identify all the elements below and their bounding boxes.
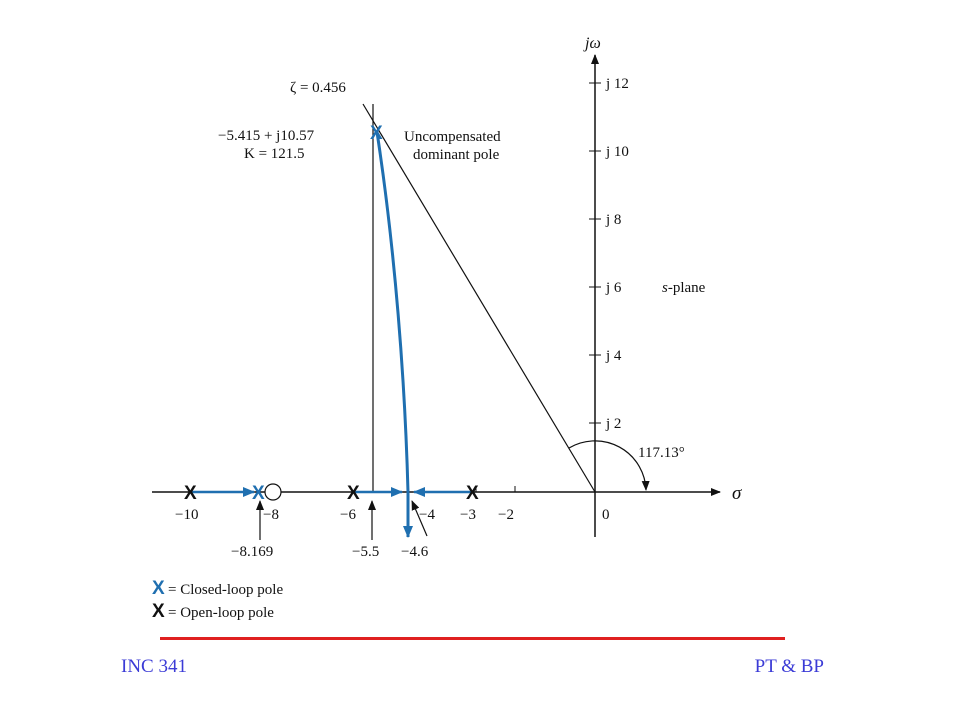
- zeta-line: [362, 103, 596, 493]
- real-tick-label: −2: [498, 507, 514, 523]
- legend: X = Closed-loop pole X = Open-loop pole: [152, 578, 283, 622]
- imag-tick-label: j 6: [605, 280, 622, 296]
- imag-tick-label: j 12: [605, 76, 629, 92]
- real-tick-label: −8: [263, 507, 279, 523]
- real-tick-label: −4: [419, 507, 435, 523]
- imag-tick-label: j 8: [605, 212, 621, 228]
- callout-label-55: −5.5: [352, 544, 379, 560]
- footer-authors: PT & BP: [754, 656, 824, 677]
- zeta-label: ζ = 0.456: [290, 80, 346, 96]
- legend-closed-symbol: X: [152, 578, 165, 599]
- real-tick-label: −6: [340, 507, 356, 523]
- pole-desc-line2: dominant pole: [413, 147, 500, 163]
- real-tick-label: −3: [460, 507, 476, 523]
- legend-closed-text: = Closed-loop pole: [168, 582, 283, 598]
- callout-label-46: −4.6: [401, 544, 429, 560]
- pole-value-label: −5.415 + j10.57: [218, 128, 315, 144]
- legend-open-text: = Open-loop pole: [168, 605, 274, 621]
- imag-tick-label: j 10: [605, 144, 629, 160]
- origin-label: 0: [602, 507, 610, 523]
- footer-divider: [160, 637, 785, 640]
- imag-tick-label: j 2: [605, 416, 621, 432]
- closed-loop-pole-marker: X: [370, 123, 383, 144]
- real-axis-ticks: [475, 486, 516, 492]
- legend-open-symbol: X: [152, 601, 165, 622]
- real-axis-label: σ: [732, 483, 742, 504]
- open-loop-zero-marker: [264, 483, 282, 501]
- imag-axis-label: jω: [583, 35, 601, 52]
- imag-axis-ticks: [589, 82, 601, 424]
- real-tick-label: −10: [175, 507, 198, 523]
- open-loop-pole-marker: X: [347, 483, 360, 504]
- angle-label: 117.13°: [638, 445, 685, 461]
- callout-label-8169: −8.169: [231, 544, 273, 560]
- angle-arc: [568, 440, 650, 491]
- closed-loop-pole-marker: X: [252, 483, 265, 504]
- footer-course-code: INC 341: [121, 656, 187, 677]
- open-loop-pole-marker: X: [184, 483, 197, 504]
- pole-desc-line1: Uncompensated: [404, 129, 501, 145]
- callout-arrow-46: [411, 500, 428, 537]
- gain-value-label: K = 121.5: [244, 146, 305, 162]
- imag-tick-label: j 4: [605, 348, 622, 364]
- open-loop-pole-marker: X: [466, 483, 479, 504]
- locus-branch-upper: [375, 131, 410, 493]
- s-plane-label: s-plane: [662, 280, 706, 296]
